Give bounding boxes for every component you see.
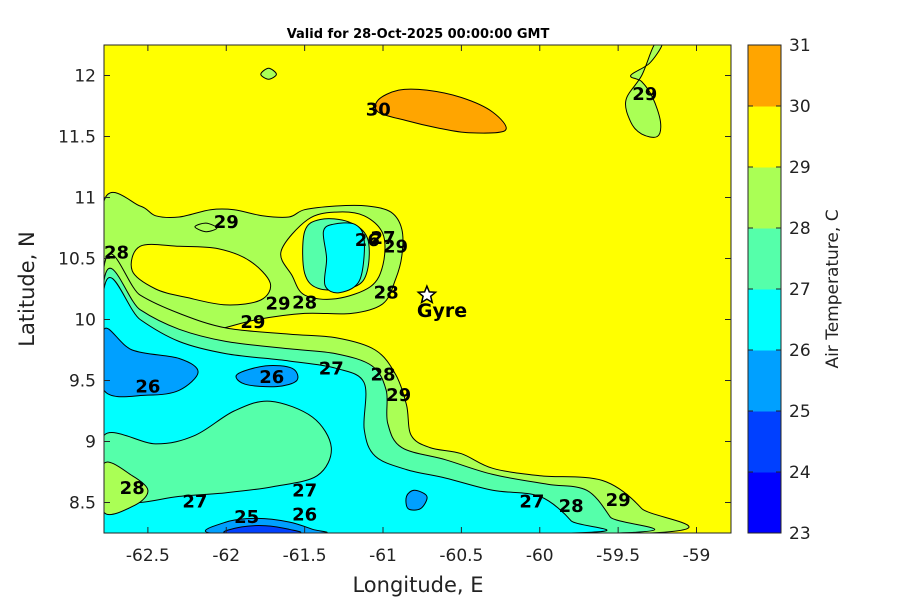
colorbar-band-24 xyxy=(748,411,781,473)
x-axis-title: Longitude, E xyxy=(352,573,483,597)
y-tick-label: 9 xyxy=(85,433,96,453)
contour-label: 28 xyxy=(374,283,399,304)
x-tick-label: -61.5 xyxy=(283,546,327,566)
y-axis-title: Latitude, N xyxy=(15,231,39,347)
colorbar-tick-label: 27 xyxy=(789,280,811,300)
colorbar-tick-label: 28 xyxy=(789,219,811,239)
y-axis: 8.5 9 9.5 10 10.5 11 11.5 12 xyxy=(58,67,731,514)
y-tick-label: 12 xyxy=(74,67,96,87)
colorbar-tick-label: 29 xyxy=(789,158,811,178)
contour-region-28 xyxy=(194,222,218,233)
colorbar: 23 24 25 26 27 28 29 30 31 xyxy=(747,36,811,544)
contour-label: 28 xyxy=(370,364,395,385)
contour-region-25 xyxy=(235,364,299,388)
y-tick-label: 8.5 xyxy=(69,494,96,514)
contour-label: 29 xyxy=(386,385,411,406)
y-tick-label: 9.5 xyxy=(69,372,96,392)
contour-label: 29 xyxy=(240,312,265,333)
contour-region-30 xyxy=(374,88,507,134)
contour-label: 25 xyxy=(234,507,259,528)
contour-label: 27 xyxy=(370,228,395,249)
x-tick-label: -59.5 xyxy=(596,546,640,566)
contour-region-28 xyxy=(260,67,277,80)
colorbar-tick-label: 23 xyxy=(789,524,811,544)
x-tick-label: -62.5 xyxy=(126,546,170,566)
y-tick-label: 11 xyxy=(74,189,96,209)
stations: Gyre xyxy=(416,284,467,322)
colorbar-band-26 xyxy=(748,289,781,351)
contour-label: 28 xyxy=(104,242,129,263)
contour-label: 27 xyxy=(519,491,544,512)
contour-label: 27 xyxy=(182,491,207,512)
station-star-icon xyxy=(416,284,438,305)
contour-regions xyxy=(104,45,690,533)
contour-region-25 xyxy=(405,489,428,511)
contour-label: 29 xyxy=(383,236,408,257)
contour-label: 29 xyxy=(632,84,657,105)
colorbar-band-30 xyxy=(748,45,781,107)
x-tick-label: -61 xyxy=(369,546,397,566)
y-tick-label: 10 xyxy=(74,311,96,331)
contour-region-28 xyxy=(104,461,149,516)
colorbar-tick-label: 26 xyxy=(789,341,811,361)
x-tick-label: -62 xyxy=(212,546,240,566)
contour-region-26 xyxy=(322,222,365,294)
contour-region-24 xyxy=(223,525,302,533)
contour-label: 26 xyxy=(355,230,380,251)
y-tick-label: 11.5 xyxy=(58,128,96,148)
colorbar-tick-label: 24 xyxy=(789,463,811,483)
contour-label: 28 xyxy=(120,478,145,499)
colorbar-band-29 xyxy=(748,106,781,168)
contour-label: 26 xyxy=(259,367,284,388)
colorbar-band-23 xyxy=(748,472,781,534)
colorbar-band-28 xyxy=(748,167,781,229)
x-tick-label: -60.5 xyxy=(439,546,483,566)
y-tick-label: 10.5 xyxy=(58,250,96,270)
contour-label: 28 xyxy=(292,292,317,313)
colorbar-band-27 xyxy=(748,228,781,290)
contour-label: 27 xyxy=(292,480,317,501)
x-tick-label: -60 xyxy=(526,546,554,566)
chart-title: Valid for 28-Oct-2025 00:00:00 GMT xyxy=(287,27,550,42)
contour-label: 26 xyxy=(292,505,317,526)
plot-frame xyxy=(103,44,732,534)
contour-label: 28 xyxy=(559,496,584,517)
contour-region-29 xyxy=(130,243,272,306)
colorbar-title: Air Temperature, C xyxy=(823,209,843,368)
colorbar-band-25 xyxy=(748,350,781,412)
contour-label: 26 xyxy=(135,377,160,398)
contour-region-28 xyxy=(625,45,663,138)
colorbar-tick-label: 30 xyxy=(789,97,811,117)
contour-label: 30 xyxy=(366,100,391,121)
contour-label: 29 xyxy=(265,294,290,315)
x-tick-label: -59 xyxy=(683,546,711,566)
contour-label: 29 xyxy=(606,490,631,511)
colorbar-tick-label: 25 xyxy=(789,402,811,422)
contour-label: 29 xyxy=(214,212,239,233)
station-label: Gyre xyxy=(417,300,467,322)
contour-label: 27 xyxy=(319,358,344,379)
x-axis: -62.5 -62 -61.5 -61 -60.5 -60 -59.5 -59 xyxy=(126,45,711,566)
colorbar-tick-label: 31 xyxy=(789,36,811,56)
